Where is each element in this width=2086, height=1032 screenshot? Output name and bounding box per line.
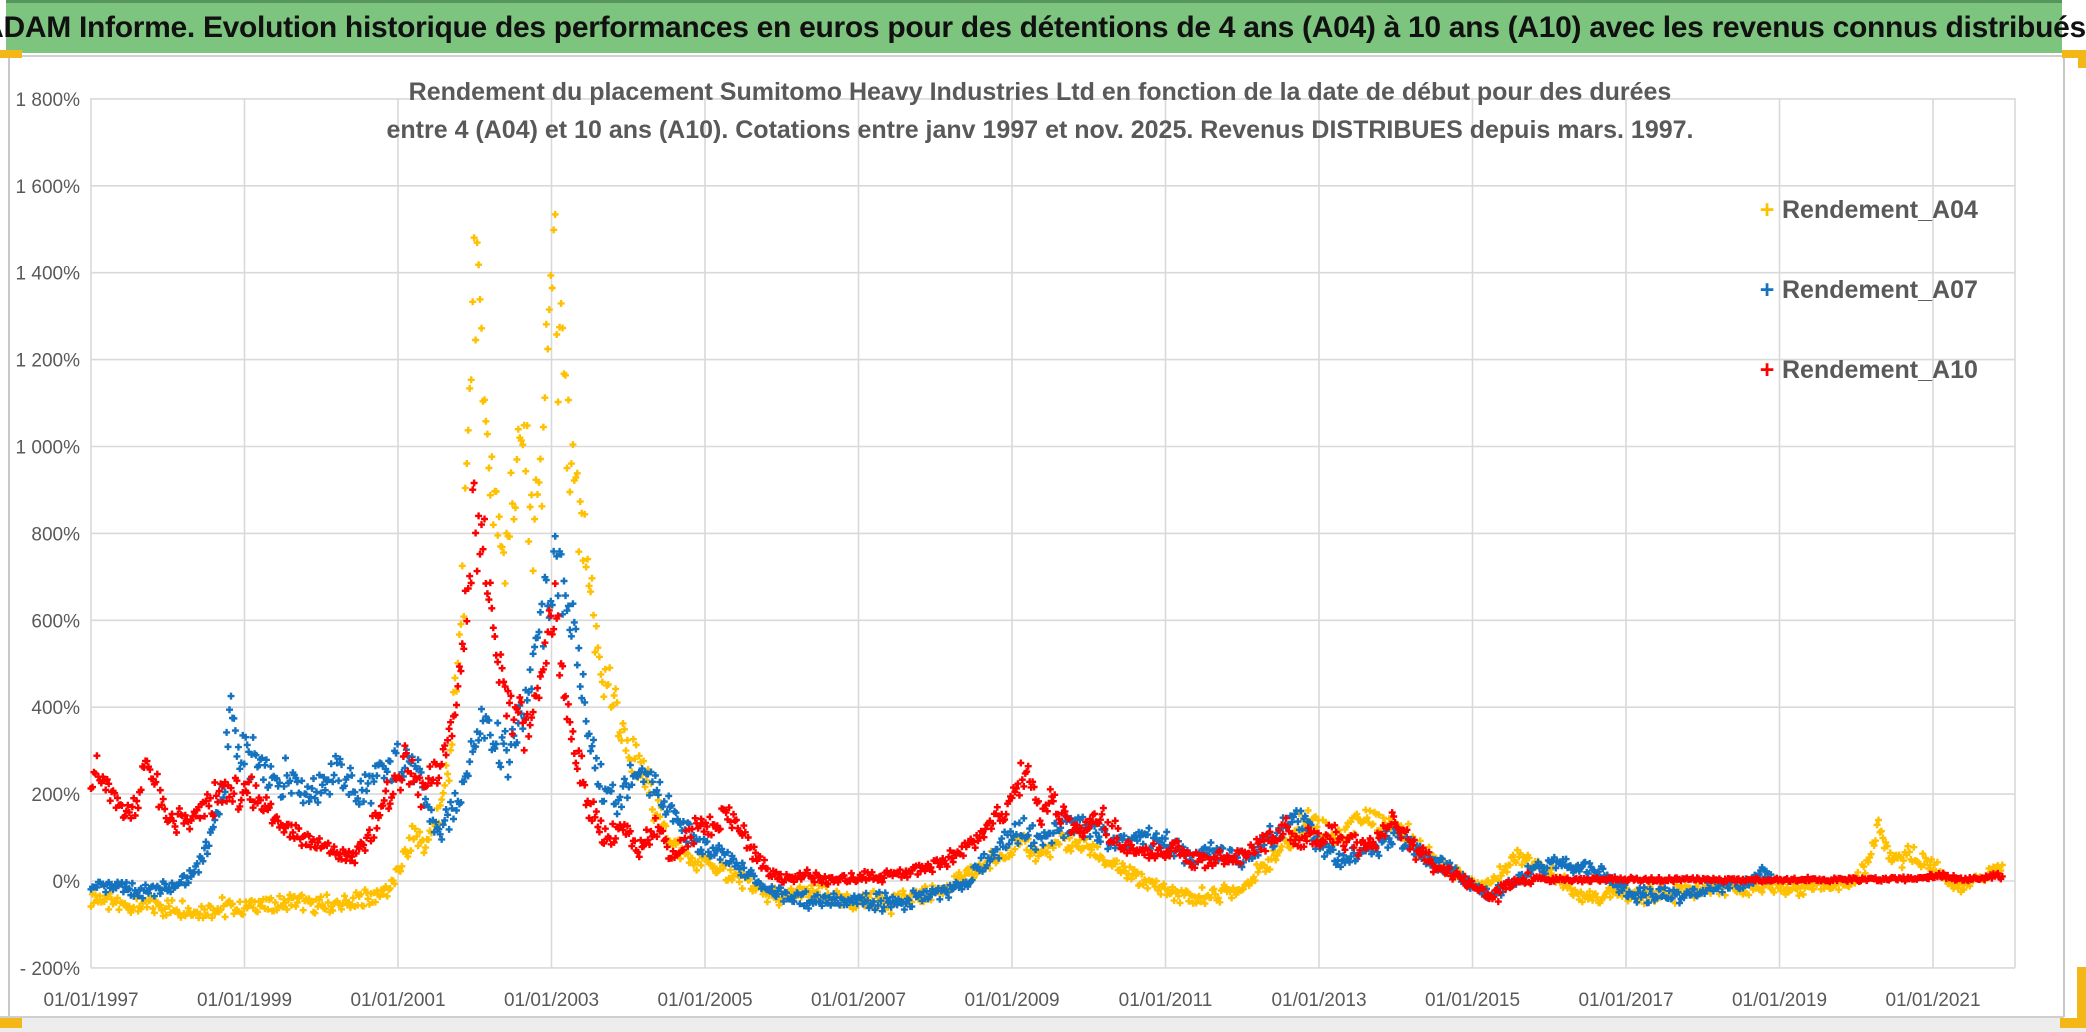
svg-text:01/01/1999: 01/01/1999 [197,990,292,1011]
page-accent-bottom-right-vertical [2077,967,2086,1028]
svg-text:01/01/2001: 01/01/2001 [350,990,445,1011]
svg-text:01/01/2015: 01/01/2015 [1425,990,1520,1011]
svg-text:01/01/2019: 01/01/2019 [1732,990,1827,1011]
page-border-bottom [0,1016,2064,1018]
legend-item-rendement-a10[interactable]: + Rendement_A10 [1752,352,1992,388]
svg-text:01/01/2017: 01/01/2017 [1578,990,1673,1011]
status-strip [0,1018,2086,1032]
svg-text:01/01/2005: 01/01/2005 [657,990,752,1011]
legend-label-a07: Rendement_A07 [1782,275,1978,304]
plus-marker-icon: + [1759,355,1775,384]
legend-item-rendement-a07[interactable]: + Rendement_A07 [1752,272,1992,308]
svg-text:01/01/2011: 01/01/2011 [1119,990,1213,1011]
page-accent-bottom-left [0,1018,22,1028]
svg-text:200%: 200% [31,785,80,806]
page-accent-top-left [0,50,22,58]
plus-marker-icon: + [1759,195,1775,224]
plus-marker-icon: + [1759,275,1775,304]
svg-text:01/01/2007: 01/01/2007 [811,990,906,1011]
svg-text:01/01/2009: 01/01/2009 [964,990,1059,1011]
page-accent-bottom-right-horizontal [2060,1018,2086,1028]
report-header-bar: ADAM Informe. Evolution historique des p… [0,0,2086,53]
svg-text:1 000%: 1 000% [16,438,81,459]
report-title: ADAM Informe. Evolution historique des p… [0,11,2086,44]
chart-title-line2: entre 4 (A04) et 10 ans (A10). Cotations… [386,116,1694,144]
legend-item-rendement-a04[interactable]: + Rendement_A04 [1752,192,1992,228]
page-border-top [0,55,2086,57]
chart-legend: + Rendement_A04 + Rendement_A07 + Rendem… [1752,192,1992,432]
svg-text:800%: 800% [31,524,80,545]
page-border-right [2063,56,2065,1017]
chart-title-line1: Rendement du placement Sumitomo Heavy In… [408,78,1672,106]
svg-text:1 800%: 1 800% [16,90,81,111]
page-accent-top-right [2062,50,2086,58]
svg-text:01/01/1997: 01/01/1997 [43,990,138,1011]
svg-text:1 200%: 1 200% [16,351,81,372]
svg-text:1 600%: 1 600% [16,177,81,198]
svg-text:600%: 600% [31,611,80,632]
svg-text:01/01/2021: 01/01/2021 [1885,990,1980,1011]
svg-text:01/01/2013: 01/01/2013 [1271,990,1366,1011]
legend-label-a10: Rendement_A10 [1782,355,1978,384]
legend-label-a04: Rendement_A04 [1782,195,1978,224]
svg-text:01/01/2003: 01/01/2003 [504,990,599,1011]
page-accent-top-right-tab [2078,50,2086,68]
svg-text:0%: 0% [53,872,81,893]
svg-text:- 200%: - 200% [20,959,80,980]
svg-text:400%: 400% [31,698,80,719]
svg-text:1 400%: 1 400% [16,264,81,285]
page-border-left [8,56,10,1017]
